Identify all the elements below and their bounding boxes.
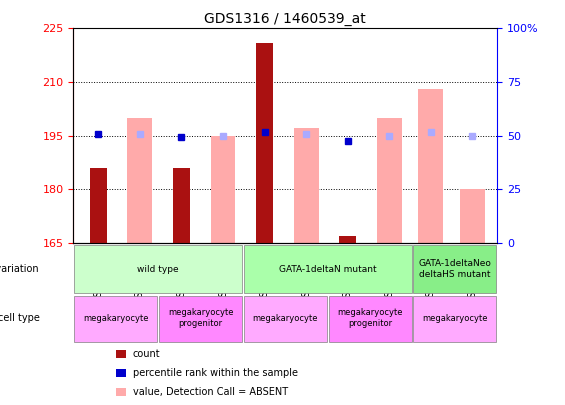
FancyBboxPatch shape	[244, 296, 327, 342]
Bar	[116, 388, 127, 396]
FancyBboxPatch shape	[244, 245, 411, 293]
Text: megakaryocyte
progenitor: megakaryocyte progenitor	[337, 309, 403, 328]
Bar	[90, 168, 107, 243]
Text: megakaryocyte: megakaryocyte	[253, 313, 318, 323]
Bar	[128, 118, 153, 243]
Text: count: count	[133, 349, 160, 359]
Text: value, Detection Call = ABSENT: value, Detection Call = ABSENT	[133, 386, 288, 396]
Bar	[418, 89, 443, 243]
Text: percentile rank within the sample: percentile rank within the sample	[133, 368, 298, 378]
Text: megakaryocyte: megakaryocyte	[422, 313, 488, 323]
Text: GATA-1deltaNeo
deltaHS mutant: GATA-1deltaNeo deltaHS mutant	[419, 260, 491, 279]
Text: cell type: cell type	[0, 313, 40, 323]
FancyBboxPatch shape	[328, 296, 411, 342]
Text: GATA-1deltaN mutant: GATA-1deltaN mutant	[279, 264, 376, 274]
Bar	[173, 168, 190, 243]
Text: megakaryocyte: megakaryocyte	[83, 313, 149, 323]
Text: wild type: wild type	[137, 264, 179, 274]
FancyBboxPatch shape	[75, 296, 157, 342]
Bar	[211, 136, 236, 243]
FancyBboxPatch shape	[75, 245, 242, 293]
Text: megakaryocyte
progenitor: megakaryocyte progenitor	[168, 309, 233, 328]
FancyBboxPatch shape	[413, 296, 497, 342]
Bar	[116, 350, 127, 358]
FancyBboxPatch shape	[159, 296, 242, 342]
Text: genotype/variation: genotype/variation	[0, 264, 40, 274]
Bar	[377, 118, 402, 243]
Bar	[116, 369, 127, 377]
Bar	[257, 43, 273, 243]
Bar	[460, 189, 485, 243]
Bar	[340, 236, 356, 243]
Title: GDS1316 / 1460539_at: GDS1316 / 1460539_at	[205, 12, 366, 26]
FancyBboxPatch shape	[413, 245, 497, 293]
Bar	[294, 128, 319, 243]
